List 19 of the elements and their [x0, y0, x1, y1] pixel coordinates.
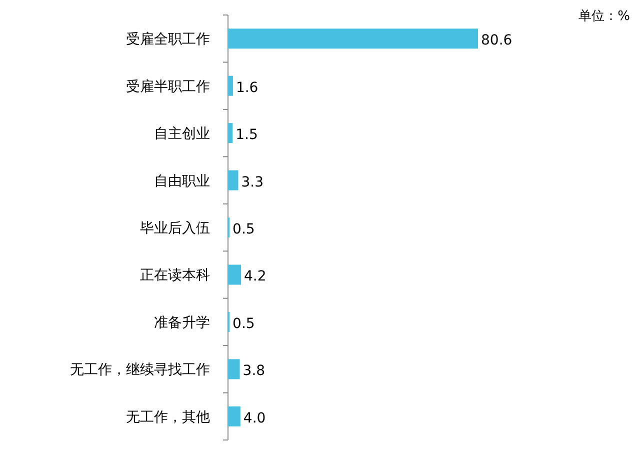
y-tick-label: 自主创业	[154, 126, 210, 142]
y-tick-label: 无工作，其他	[126, 409, 210, 426]
y-tick-label: 受雇半职工作	[126, 78, 210, 95]
data-label: 0.5	[232, 222, 255, 238]
y-tick-label: 毕业后入伍	[140, 220, 210, 236]
data-label: 1.5	[236, 127, 258, 144]
y-tick-label: 准备升学	[154, 314, 210, 331]
y-tick-label: 无工作，继续寻找工作	[70, 362, 210, 378]
y-tick-label: 正在读本科	[140, 268, 210, 284]
data-label: 3.8	[242, 363, 266, 380]
data-label: 4.2	[244, 268, 266, 285]
y-tick-label: 自由职业	[154, 173, 210, 190]
data-label: 0.5	[232, 316, 255, 332]
y-tick-label: 受雇全职工作	[126, 32, 210, 48]
data-label: 3.3	[241, 174, 264, 190]
text: 单位：%	[578, 9, 630, 24]
data-label: 80.6	[481, 32, 512, 49]
data-label: 1.6	[236, 80, 258, 96]
data-label: 4.0	[243, 410, 266, 426]
